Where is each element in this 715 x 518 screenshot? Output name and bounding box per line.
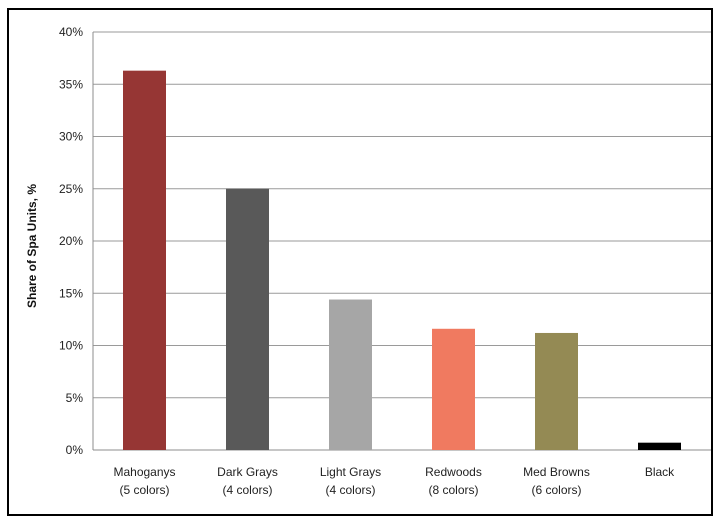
y-tick-label: 20% <box>59 234 83 248</box>
y-tick-label: 30% <box>59 130 83 144</box>
bar <box>638 442 681 450</box>
x-category-label: Dark Grays <box>217 465 278 479</box>
x-category-label: Light Grays <box>320 465 381 479</box>
y-tick-label: 15% <box>59 286 83 300</box>
x-category-labels: Mahoganys (5 colors) Dark Grays (4 colors) L… <box>113 465 675 497</box>
y-tick-labels: 0% 5% 10% 15% 20% 25% 30% 35% 40% <box>59 25 83 457</box>
y-tick-label: 0% <box>66 443 84 457</box>
x-category-label: (8 colors) <box>428 483 478 497</box>
bar <box>329 299 372 450</box>
x-category-label: Med Browns <box>523 465 590 479</box>
bar <box>226 188 269 450</box>
bar <box>123 70 166 450</box>
x-category-label: Mahoganys <box>113 465 175 479</box>
y-tick-label: 10% <box>59 339 83 353</box>
x-category-label: (4 colors) <box>325 483 375 497</box>
x-category-label: (6 colors) <box>531 483 581 497</box>
x-category-label: (5 colors) <box>119 483 169 497</box>
y-tick-label: 25% <box>59 182 83 196</box>
x-category-label: (4 colors) <box>222 483 272 497</box>
bars <box>123 70 681 450</box>
gridlines <box>92 31 711 451</box>
chart-frame: 0% 5% 10% 15% 20% 25% 30% 35% 40% Mahoganys (5 co… <box>7 8 713 516</box>
bar <box>535 332 578 450</box>
x-category-label: Redwoods <box>425 465 482 479</box>
y-tick-label: 35% <box>59 77 83 91</box>
bar <box>432 328 475 450</box>
bar-chart: 0% 5% 10% 15% 20% 25% 30% 35% 40% Mahoganys (5 co… <box>25 25 711 497</box>
y-tick-label: 5% <box>66 391 84 405</box>
y-tick-label: 40% <box>59 25 83 39</box>
x-category-label: Black <box>645 465 675 479</box>
y-axis-title: Share of Spa Units, % <box>25 184 39 308</box>
